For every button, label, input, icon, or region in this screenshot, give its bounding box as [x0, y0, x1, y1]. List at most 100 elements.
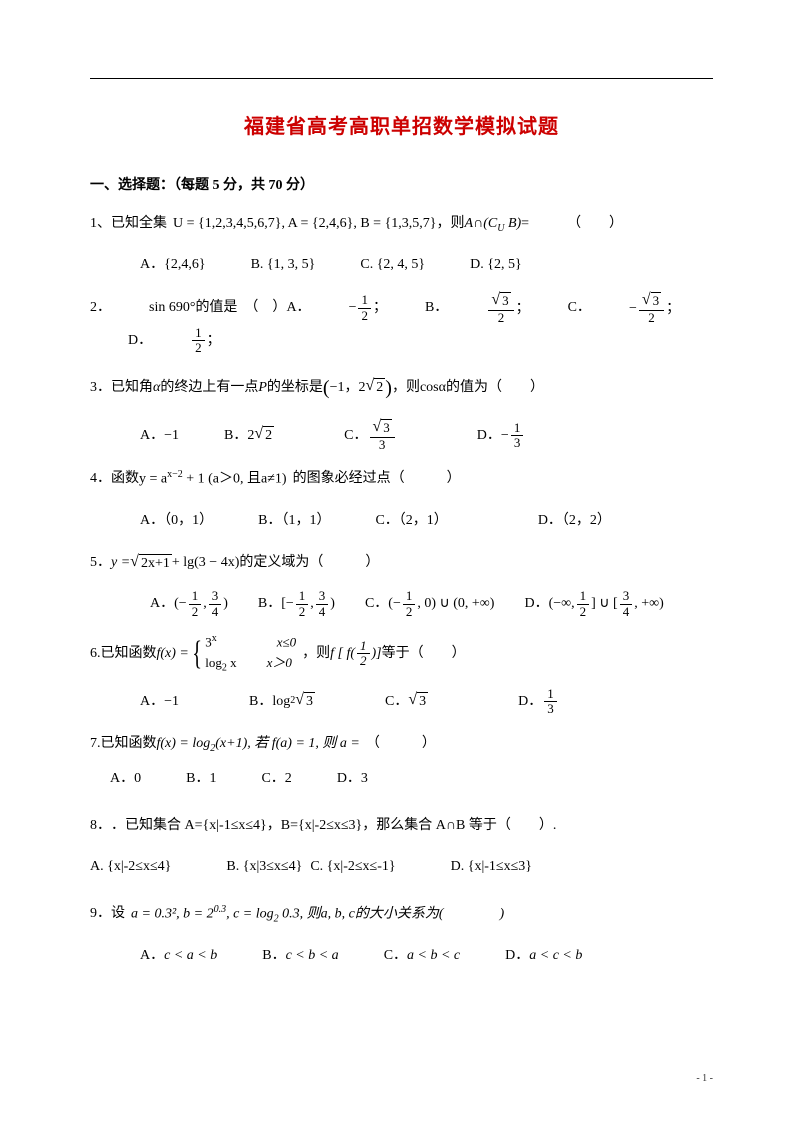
q3-coord-a: −1， [330, 372, 359, 404]
q2-post: 的值是 （ ） [195, 292, 286, 324]
q5-stem: 5． y = √2x+1 + lg(3 − 4x) 的定义域为（ ） [90, 547, 713, 579]
q9-expr: a = 0.3², b = 20.3, c = log2 0.3, 则a, b,… [131, 898, 504, 931]
q4-options: A．（0，1） B．（1，1） C．（2，1） D．（2，2） [90, 504, 713, 538]
q3-coord-b: 2√2 [359, 372, 386, 404]
q7-options: A．0 B．1 C．2 D．3 [90, 762, 713, 796]
q2-expr: sin 690° [149, 292, 195, 324]
q6-optB: B．log2√3 [249, 685, 315, 719]
q6-brace: { [192, 637, 202, 671]
q7-optD: D．3 [337, 762, 368, 796]
q6-optA: A．−1 [140, 685, 179, 719]
q2-stem: 2． sin 690° 的值是 （ ） A． −12； B． √32； C． −… [90, 292, 713, 357]
q8-stem: 8． ．已知集合 A={x|-1≤x≤4}，B={x|-2≤x≤3}，那么集合 … [90, 810, 713, 842]
q5-sqrt: √2x+1 [130, 554, 172, 573]
q5-num: 5． [90, 547, 111, 579]
q3-P: P [258, 372, 267, 404]
q1-post1: ，则 [437, 208, 465, 240]
q5-post: 的定义域为（ ） [239, 547, 379, 579]
q2-A: A． [286, 292, 310, 324]
q2-num: 2． [90, 292, 111, 324]
q6-optD: D．13 [518, 685, 559, 719]
q1-optC: C. {2, 4, 5} [360, 248, 425, 282]
q6-stem: 6. 已知函数 f(x) = { 3xx≤0 log2 xx＞0 ，则 f [ … [90, 631, 713, 677]
q8-options: A. {x|-2≤x≤4} B. {x|3≤x≤4} C. {x|-2≤x≤-1… [90, 850, 713, 884]
q1-stem: 1、 已知全集 U = {1,2,3,4,5,6,7}, A = {2,4,6}… [90, 208, 713, 240]
q3-mid2: 的坐标是 [267, 372, 323, 404]
q3-coord-r: ) [385, 365, 392, 411]
q2-D: D． [128, 325, 152, 357]
q4-optA: A．（0，1） [140, 504, 213, 538]
q8-optB: B. {x|3≤x≤4} [226, 850, 302, 884]
q1-expr: U = {1,2,3,4,5,6,7}, A = {2,4,6}, B = {1… [173, 208, 437, 240]
q3-optB: B．2√2 [224, 419, 274, 453]
q9-options: A．c < a < b B．c < b < a C．a < b < c D．a … [90, 939, 713, 973]
q3-cos: cosα [420, 372, 446, 404]
q5-optC: C． (−12, 0) ∪ (0, +∞) [365, 587, 495, 621]
page-title: 福建省高考高职单招数学模拟试题 [90, 110, 713, 139]
q3-optA: A．−1 [140, 419, 179, 453]
q3-pre: 已知角 [111, 372, 153, 404]
q3-num: 3． [90, 372, 111, 404]
q5-y: y = [111, 547, 130, 579]
q6-fouter: f [ f(12)] [330, 638, 382, 670]
q1-blank: （ ） [567, 208, 623, 240]
q6-cases: 3xx≤0 log2 xx＞0 [205, 631, 296, 677]
q3-stem: 3． 已知角 α 的终边上有一点 P 的坐标是 ( −1， 2√2 ) ，则 c… [90, 365, 713, 411]
q1-optA: A．{2,4,6} [140, 248, 206, 282]
q9-stem: 9． 设 a = 0.3², b = 20.3, c = log2 0.3, 则… [90, 898, 713, 931]
q3-optD: D．−13 [477, 419, 526, 453]
q1-num: 1、 [90, 208, 111, 240]
q4-stem: 4． 函数 y = ax−2 + 1 (a＞0, 且a≠1) 的图象必经过点（ … [90, 463, 713, 496]
q9-optA: A．c < a < b [140, 939, 217, 973]
q5-options: A． (−12, 34) B． [−12, 34) C． (−12, 0) ∪ … [90, 587, 713, 621]
q7-expr: f(x) = log2(x+1), 若 f(a) = 1, 则 a = [157, 728, 360, 760]
page-number: - 1 - [696, 1073, 713, 1084]
q7-optC: C．2 [261, 762, 291, 796]
q9-optB: B．c < b < a [262, 939, 338, 973]
q3-coord-l: ( [323, 365, 330, 411]
q1-pre: 已知全集 [111, 208, 167, 240]
q6-num: 6. [90, 638, 101, 670]
q8-text: ．已知集合 A={x|-1≤x≤4}，B={x|-2≤x≤3}，那么集合 A∩B… [111, 810, 556, 842]
q8-num: 8． [90, 810, 111, 842]
q7-optA: A．0 [110, 762, 141, 796]
q4-pre: 函数 [111, 463, 139, 495]
header-rule [90, 78, 713, 79]
q4-optB: B．（1，1） [258, 504, 330, 538]
q7-num: 7. [90, 728, 101, 760]
q7-optB: B．1 [186, 762, 216, 796]
q7-stem: 7. 已知函数 f(x) = log2(x+1), 若 f(a) = 1, 则 … [90, 728, 713, 760]
q3-post: ，则 [392, 372, 420, 404]
q1-options: A．{2,4,6} B. {1, 3, 5} C. {2, 4, 5} D. {… [90, 248, 713, 282]
q3-mid1: 的终边上有一点 [160, 372, 258, 404]
q1-optB: B. {1, 3, 5} [251, 248, 316, 282]
q1-post2: = [521, 208, 529, 240]
q3-options: A．−1 B．2√2 C．√33 D．−13 [90, 419, 713, 453]
q4-num: 4． [90, 463, 111, 495]
q4-optC: C．（2，1） [375, 504, 447, 538]
q6-fx: f(x) = [157, 638, 189, 670]
q2-optD: 12； [190, 325, 221, 357]
q8-optC: C. {x|-2≤x≤-1} [310, 850, 395, 884]
q1-expr2: A∩(CU B) [465, 208, 522, 240]
q6-mid: ，则 [302, 638, 330, 670]
q9-pre: 设 [111, 898, 125, 930]
q6-options: A．−1 B．log2√3 C．√3 D．13 [90, 685, 713, 719]
q4-expr: y = ax−2 + 1 (a＞0, 且a≠1) [139, 463, 287, 496]
q3-post2: 的值为（ ） [446, 372, 544, 404]
q2-B: B． [425, 292, 448, 324]
q4-post: 的图象必经过点（ ） [293, 463, 461, 495]
q6-pre: 已知函数 [101, 638, 157, 670]
q5-optD: D． (−∞, 12] ∪ [34, +∞) [524, 587, 663, 621]
q6-post: 等于（ ） [382, 638, 466, 670]
q2-optA: −12； [349, 292, 387, 324]
q7-post: （ ） [366, 728, 436, 760]
q5-plus: + lg(3 − 4x) [172, 547, 240, 579]
q9-optD: D．a < c < b [505, 939, 582, 973]
q2-optB: √32； [486, 292, 529, 325]
section-heading: 一、选择题：（每题 5 分，共 70 分） [90, 174, 713, 194]
q2-optC: −√32； [629, 292, 680, 325]
q7-pre: 已知函数 [101, 728, 157, 760]
q6-optC: C．√3 [385, 685, 428, 719]
q8-optA: A. {x|-2≤x≤4} [90, 850, 171, 884]
